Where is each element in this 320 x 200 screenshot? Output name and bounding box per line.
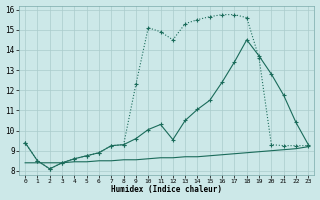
X-axis label: Humidex (Indice chaleur): Humidex (Indice chaleur) [111,185,222,194]
